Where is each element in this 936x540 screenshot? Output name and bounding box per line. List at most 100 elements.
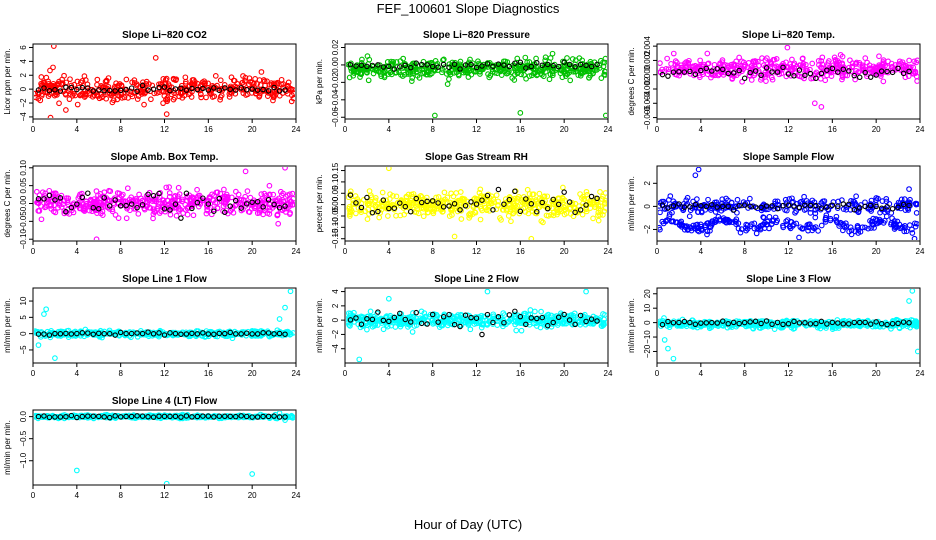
- data-point: [575, 72, 582, 78]
- reference-point: [528, 201, 535, 207]
- data-point: [558, 208, 565, 215]
- reference-point: [468, 61, 474, 68]
- data-point: [541, 194, 547, 200]
- reference-point: [785, 71, 792, 77]
- reference-point: [435, 64, 441, 70]
- data-point: [747, 195, 753, 202]
- reference-point: [189, 85, 195, 92]
- y-tick-label: −0.05: [19, 211, 28, 232]
- data-point: [600, 63, 607, 70]
- reference-point: [112, 332, 118, 338]
- y-axis-label: ml/min per min.: [627, 298, 636, 353]
- reference-point: [238, 331, 244, 337]
- data-point: [227, 89, 234, 95]
- outlier-point: [63, 107, 69, 113]
- reference-point: [698, 203, 704, 209]
- reference-point: [276, 88, 283, 94]
- reference-point: [446, 311, 452, 318]
- reference-point: [741, 319, 748, 326]
- reference-point: [736, 320, 742, 327]
- x-tick-label: 16: [204, 247, 213, 256]
- panel-title: Slope Amb. Box Temp.: [111, 152, 219, 163]
- data-point: [498, 72, 505, 78]
- outlier-point: [661, 337, 668, 343]
- data-point: [522, 54, 529, 61]
- data-point: [816, 62, 822, 68]
- data-point: [705, 196, 711, 203]
- data-point: [579, 211, 586, 218]
- reference-point: [117, 87, 124, 94]
- reference-point: [555, 201, 562, 208]
- data-point: [268, 330, 275, 337]
- reference-point: [265, 330, 272, 336]
- data-point: [738, 226, 745, 232]
- reference-point: [824, 204, 830, 210]
- data-point: [254, 81, 260, 87]
- data-point: [751, 220, 758, 227]
- data-point: [602, 55, 607, 62]
- data-point: [430, 205, 436, 212]
- x-tick-label: 24: [292, 125, 301, 134]
- reference-point: [172, 201, 179, 207]
- reference-point: [670, 69, 677, 75]
- data-point: [106, 187, 112, 194]
- reference-point: [495, 186, 502, 193]
- reference-point: [594, 318, 600, 324]
- data-point: [772, 198, 779, 205]
- data-point: [750, 325, 756, 331]
- reference-point: [692, 71, 699, 78]
- reference-point: [134, 204, 140, 211]
- x-tick-label: 4: [387, 369, 392, 378]
- data-points: [346, 167, 607, 240]
- reference-point: [347, 317, 354, 323]
- data-point: [458, 197, 464, 204]
- x-tick-label: 12: [784, 369, 793, 378]
- reference-point: [172, 86, 179, 92]
- reference-point: [490, 207, 496, 213]
- reference-point: [46, 332, 53, 338]
- data-point: [909, 226, 915, 233]
- data-point: [914, 57, 919, 64]
- reference-point: [736, 67, 742, 74]
- reference-point: [451, 321, 458, 328]
- reference-point: [725, 203, 731, 210]
- reference-point: [139, 330, 146, 337]
- data-point: [243, 332, 250, 339]
- data-point: [719, 57, 726, 64]
- data-point: [476, 189, 483, 196]
- reference-point: [402, 316, 409, 323]
- reference-point: [796, 204, 803, 211]
- reference-point: [347, 192, 354, 198]
- data-point: [176, 208, 182, 214]
- reference-point: [249, 86, 255, 92]
- data-point: [409, 329, 416, 335]
- data-point: [63, 195, 70, 202]
- data-point: [511, 63, 518, 69]
- data-point: [865, 225, 871, 232]
- reference-point: [68, 84, 75, 91]
- data-point: [587, 199, 594, 206]
- data-point: [828, 73, 835, 79]
- reference-point: [254, 87, 261, 93]
- data-point: [571, 310, 578, 317]
- reference-point: [265, 197, 272, 203]
- data-point: [751, 225, 758, 232]
- reference-point: [167, 330, 173, 336]
- reference-point: [479, 63, 485, 69]
- data-point: [94, 76, 101, 83]
- y-tick-label: −0.006: [643, 105, 652, 130]
- data-point: [720, 215, 727, 221]
- data-point: [366, 211, 372, 217]
- reference-point: [156, 330, 162, 336]
- data-point: [183, 78, 189, 85]
- data-point: [570, 316, 577, 323]
- reference-point: [506, 63, 513, 70]
- reference-point: [57, 88, 64, 94]
- reference-point: [895, 204, 901, 210]
- reference-point: [418, 199, 425, 206]
- data-point: [664, 55, 670, 62]
- y-tick-label: 0.0: [19, 411, 28, 423]
- data-point: [500, 65, 507, 72]
- reference-point: [52, 197, 58, 203]
- data-point: [686, 213, 693, 220]
